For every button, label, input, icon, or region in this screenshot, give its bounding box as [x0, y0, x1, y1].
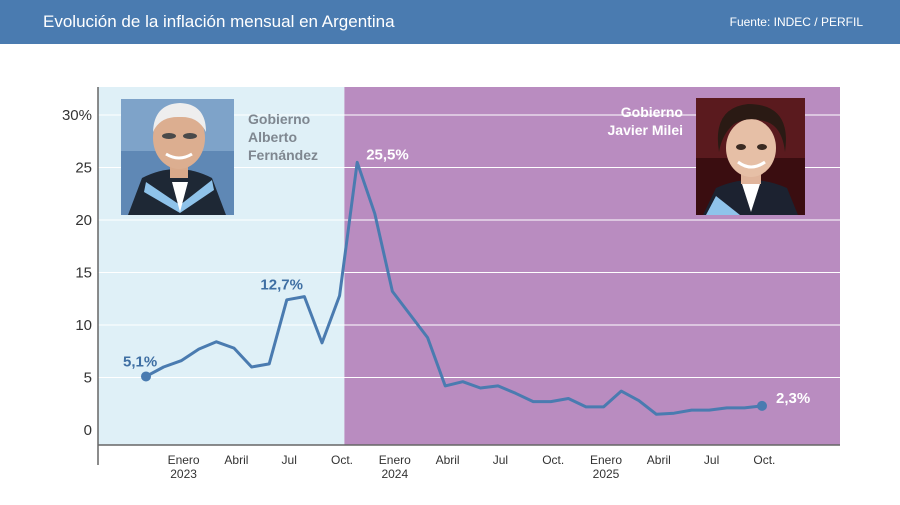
x-tick-label: Enero	[168, 453, 200, 467]
milei-photo-icon	[696, 98, 805, 215]
series-markers	[141, 371, 767, 411]
x-tick-label: Enero	[590, 453, 622, 467]
x-tick-label: Enero	[379, 453, 411, 467]
y-tick-label: 0	[84, 422, 92, 439]
x-tick-label: 2023	[170, 467, 197, 481]
y-tick-label: 20	[75, 212, 92, 229]
data-labels: 5,1% 12,7% 25,5% 2,3%	[123, 146, 810, 407]
chart-header: Evolución de la inflación mensual en Arg…	[0, 0, 900, 44]
y-tick-label: 25	[75, 160, 92, 177]
fernandez-label-line-2: Alberto	[248, 129, 297, 145]
x-tick-label: Oct.	[753, 453, 775, 467]
data-label: 12,7%	[260, 277, 303, 294]
data-point-marker	[757, 400, 767, 411]
y-tick-label: 10	[75, 317, 92, 334]
x-tick-label: 2025	[593, 467, 620, 481]
chart-title: Evolución de la inflación mensual en Arg…	[43, 12, 395, 31]
data-label: 25,5%	[366, 146, 409, 163]
y-tick-label: 15	[75, 265, 92, 282]
data-label: 5,1%	[123, 353, 157, 370]
inflation-series-line	[144, 160, 764, 416]
fernandez-photo-icon	[121, 99, 234, 215]
fernandez-label-line-1: Gobierno	[248, 111, 310, 127]
x-tick-label: Jul	[493, 453, 508, 467]
fernandez-label-line-3: Fernández	[248, 147, 318, 163]
data-point-marker	[141, 371, 151, 382]
x-tick-label: Jul	[282, 453, 297, 467]
y-tick-label: 30%	[62, 107, 92, 124]
y-tick-label: 5	[84, 370, 92, 387]
x-tick-label: Abril	[647, 453, 671, 467]
x-tick-label: Abril	[436, 453, 460, 467]
x-tick-label: Oct.	[331, 453, 353, 467]
chart-source: Fuente: INDEC / PERFIL	[729, 15, 863, 29]
milei-label-line-1: Gobierno	[621, 104, 683, 120]
milei-label-line-2: Javier Milei	[608, 122, 684, 138]
milei-government-label: Gobierno Javier Milei	[608, 104, 684, 138]
fernandez-government-label: Gobierno Alberto Fernández	[248, 111, 318, 163]
y-axis: 30% 25 20 15 10 5 0	[62, 107, 92, 439]
x-tick-label: Oct.	[542, 453, 564, 467]
x-tick-label: Jul	[704, 453, 719, 467]
x-tick-label: 2024	[381, 467, 408, 481]
x-tick-label: Abril	[224, 453, 248, 467]
data-label: 2,3%	[776, 390, 810, 407]
